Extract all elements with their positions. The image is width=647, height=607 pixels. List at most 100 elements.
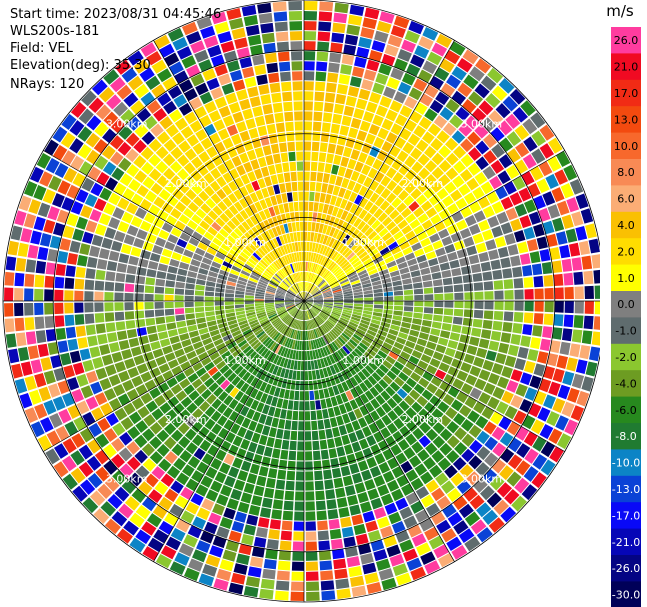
- range-gate-cell: [121, 349, 133, 360]
- range-gate-cell: [254, 64, 267, 76]
- range-gate-cell: [162, 345, 173, 355]
- range-gate-cell: [349, 504, 361, 516]
- range-gate-cell: [216, 188, 227, 200]
- range-gate-cell: [298, 330, 301, 340]
- range-gate-cell: [468, 91, 484, 106]
- range-gate-cell: [270, 195, 278, 206]
- range-gate-cell: [304, 111, 313, 121]
- range-gate-cell: [164, 287, 175, 295]
- range-gate-cell: [482, 133, 497, 149]
- range-gate-cell: [363, 336, 373, 344]
- range-gate-cell: [227, 319, 238, 326]
- range-gate-cell: [356, 266, 366, 274]
- range-gate-cell: [369, 146, 380, 158]
- range-gate-cell: [75, 325, 86, 337]
- range-gate-cell: [329, 195, 338, 206]
- range-gate-cell: [233, 563, 248, 575]
- range-gate-cell: [449, 259, 460, 269]
- range-gate-cell: [426, 51, 443, 66]
- range-gate-cell: [316, 410, 323, 420]
- range-gate-cell: [296, 310, 301, 319]
- range-gate-cell: [541, 261, 553, 275]
- range-gate-cell: [379, 325, 389, 333]
- range-gate-cell: [459, 257, 470, 267]
- range-gate-cell: [297, 171, 304, 181]
- range-gate-cell: [5, 256, 17, 271]
- range-gate-cell: [478, 100, 494, 116]
- range-gate-cell: [124, 311, 135, 320]
- range-gate-cell: [313, 293, 322, 298]
- range-gate-cell: [377, 127, 389, 140]
- range-gate-cell: [452, 276, 463, 285]
- range-gate-cell: [345, 236, 354, 247]
- range-gate-cell: [420, 354, 432, 364]
- range-gate-cell: [304, 331, 307, 341]
- range-gate-cell: [331, 206, 339, 217]
- range-gate-cell: [275, 163, 283, 174]
- range-gate-cell: [373, 431, 384, 443]
- range-gate-cell: [513, 312, 524, 323]
- range-gate-cell: [183, 367, 195, 377]
- range-gate-cell: [134, 83, 150, 99]
- range-gate-cell: [487, 372, 500, 385]
- range-gate-cell: [47, 342, 59, 356]
- range-gate-cell: [109, 76, 126, 93]
- range-gate-cell: [348, 239, 357, 249]
- range-gate-cell: [47, 383, 61, 398]
- range-gate-cell: [268, 72, 280, 83]
- range-gate-cell: [224, 305, 235, 310]
- range-gate-cell: [391, 488, 404, 502]
- range-gate-cell: [311, 287, 319, 295]
- range-gate-cell: [483, 281, 494, 291]
- range-gate-cell: [338, 425, 348, 436]
- range-gate-cell: [363, 293, 374, 298]
- range-gate-cell: [340, 465, 351, 477]
- range-gate-cell: [416, 139, 429, 152]
- range-gate-cell: [361, 316, 371, 322]
- range-gate-cell: [333, 477, 344, 489]
- range-gate-cell: [290, 51, 303, 61]
- range-gate-cell: [514, 124, 530, 141]
- range-gate-cell: [378, 461, 391, 474]
- range-gate-cell: [372, 158, 383, 171]
- range-gate-cell: [191, 421, 203, 433]
- range-gate-cell: [272, 376, 280, 386]
- range-gate-cell: [491, 458, 506, 474]
- range-gate-cell: [501, 390, 514, 404]
- range-gate-cell: [224, 301, 234, 306]
- range-gate-cell: [190, 73, 205, 87]
- range-gate-cell: [412, 427, 425, 440]
- range-gate-cell: [289, 339, 294, 349]
- range-gate-cell: [304, 301, 313, 305]
- range-gate-cell: [315, 369, 321, 380]
- range-gate-cell: [278, 418, 286, 429]
- colorbar-box: [611, 264, 641, 292]
- range-gate-cell: [422, 26, 439, 41]
- range-gate-cell: [204, 418, 216, 431]
- range-gate-cell: [548, 137, 563, 154]
- range-gate-cell: [274, 301, 284, 303]
- range-gate-cell: [467, 162, 481, 176]
- range-gate-cell: [235, 212, 245, 224]
- range-gate-cell: [378, 63, 392, 76]
- range-gate-cell: [340, 370, 349, 381]
- range-gate-cell: [297, 294, 304, 301]
- range-gate-cell: [229, 249, 239, 258]
- range-gate-cell: [11, 363, 23, 379]
- range-gate-cell: [134, 293, 144, 301]
- range-gate-cell: [224, 475, 236, 488]
- range-gate-cell: [77, 337, 89, 349]
- range-gate-cell: [126, 456, 141, 471]
- range-gate-cell: [219, 150, 231, 162]
- range-gate-cell: [61, 113, 77, 130]
- range-gate-cell: [310, 286, 317, 294]
- range-gate-cell: [297, 282, 301, 292]
- range-gate-cell: [370, 410, 380, 422]
- range-gate-cell: [118, 503, 134, 519]
- range-gate-cell: [192, 142, 205, 155]
- range-gate-cell: [464, 536, 481, 552]
- range-gate-cell: [219, 326, 230, 334]
- range-gate-cell: [87, 335, 98, 347]
- range-gate-cell: [447, 512, 463, 527]
- range-gate-cell: [353, 408, 363, 419]
